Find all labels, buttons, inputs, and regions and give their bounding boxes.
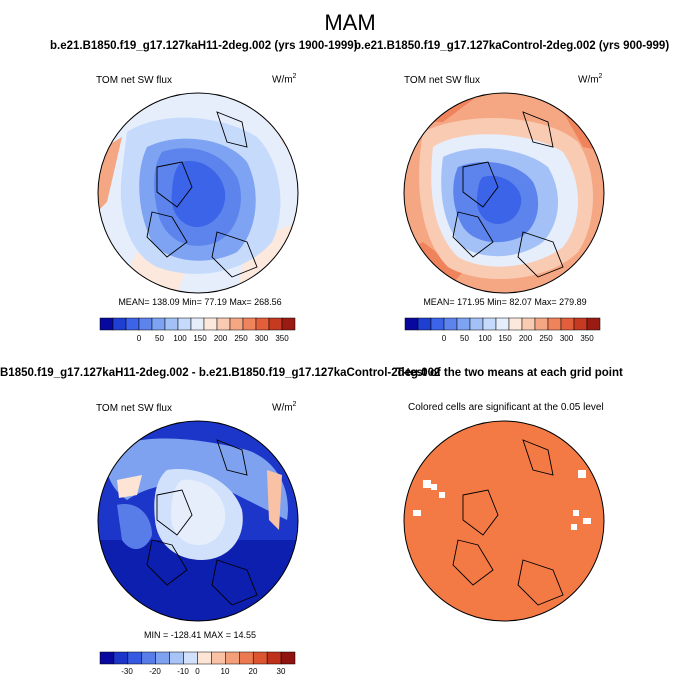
panel-1-title: b.e21.B1850.f19_g17.127kaH11-2deg.002 (y…: [50, 40, 358, 52]
panel-4-significance-map: [403, 420, 605, 622]
panel-2-title: b.e21.B1850.f19_g17.127kaControl-2deg.00…: [354, 40, 670, 52]
colorbar-cell: [225, 651, 240, 665]
colorbar-cell: [547, 317, 562, 331]
colorbar-cell: [229, 317, 244, 331]
colorbar-cell: [99, 651, 115, 665]
panel-3-title: B1850.f19_g17.127kaH11-2deg.002 - b.e21.…: [0, 367, 440, 379]
colorbar-cell: [495, 317, 510, 331]
panel-2-polar-map: [403, 92, 605, 294]
panel-4-title: T-test of the two means at each grid poi…: [396, 367, 623, 379]
panel-1-units: W/m2: [272, 73, 297, 86]
panel-3-tick: -20: [149, 667, 161, 676]
colorbar-cell: [216, 317, 231, 331]
colorbar-cell: [534, 317, 549, 331]
panel-2-tick: 350: [580, 334, 594, 343]
colorbar-cell: [456, 317, 471, 331]
panel-1-tick: 250: [234, 334, 248, 343]
colorbar-cell: [141, 651, 156, 665]
colorbar-cell: [469, 317, 484, 331]
panel-3-tick: 20: [248, 667, 258, 676]
panel-2-tick: 50: [460, 334, 469, 343]
panel-3-tick: 0: [195, 667, 200, 676]
panel-3-tick: 10: [220, 667, 230, 676]
colorbar-cell: [151, 317, 166, 331]
colorbar-cell: [404, 317, 419, 331]
panel-1-tick: 50: [155, 334, 164, 343]
figure-title: MAM: [324, 10, 376, 35]
colorbar-cell: [99, 317, 114, 331]
panel-3-colorbar: [99, 651, 296, 665]
colorbar-cell: [508, 317, 523, 331]
colorbar-cell: [430, 317, 445, 331]
panel-1-tick: 350: [275, 334, 289, 343]
colorbar-cell: [242, 317, 257, 331]
colorbar-cell: [197, 651, 212, 665]
panel-3-stats: MIN = -128.41 MAX = 14.55: [143, 630, 257, 640]
colorbar-cell: [239, 651, 254, 665]
colorbar-cell: [252, 651, 268, 665]
panel-2-tick: 200: [518, 334, 533, 343]
colorbar-cell: [281, 317, 296, 331]
colorbar-cell: [125, 317, 140, 331]
panel-3-tick: -10: [177, 667, 189, 676]
colorbar-cell: [112, 317, 127, 331]
panel-2-tick: 300: [559, 334, 574, 343]
colorbar-cell: [183, 651, 198, 665]
panel-2-colorbar: [404, 317, 601, 331]
panel-2-stats: MEAN= 171.95 Min= 82.07 Max= 279.89: [423, 297, 587, 307]
colorbar-cell: [138, 317, 153, 331]
panel-1-tick: 300: [254, 334, 269, 343]
panel-3-units: W/m2: [272, 401, 297, 414]
colorbar-cell: [560, 317, 575, 331]
colorbar-cell: [190, 317, 205, 331]
panel-1-polar-map: [97, 92, 299, 294]
panel-1-tick: 0: [136, 334, 142, 343]
panel-2-tick: 150: [498, 334, 512, 343]
colorbar-cell: [573, 317, 588, 331]
panel-1-variable-label: TOM net SW flux: [96, 75, 172, 86]
panel-4-subtitle: Colored cells are significant at the 0.0…: [408, 402, 604, 413]
colorbar-cell: [255, 317, 270, 331]
colorbar-cell: [586, 317, 601, 331]
panel-1-stats: MEAN= 138.09 Min= 77.19 Max= 268.56: [118, 297, 282, 307]
panel-3-tick: 30: [276, 667, 286, 676]
panel-3-polar-map: [97, 420, 299, 622]
panel-3-tick: -30: [121, 667, 133, 676]
colorbar-cell: [155, 651, 170, 665]
panel-2-tick: 100: [478, 334, 492, 343]
panel-2-tick: 0: [441, 334, 447, 343]
panel-1-tick: 200: [213, 334, 228, 343]
panel-1-tick: 150: [193, 334, 207, 343]
panel-2-tick: 250: [539, 334, 553, 343]
colorbar-cell: [127, 651, 143, 665]
panel-2-colorbar-ticks: 0 50 100 150 200 250 300 350: [405, 334, 600, 346]
panel-1-colorbar: [99, 317, 296, 331]
colorbar-cell: [443, 317, 458, 331]
panel-1-tick: 100: [173, 334, 187, 343]
colorbar-cell: [266, 651, 282, 665]
colorbar-cell: [211, 651, 226, 665]
panel-3-colorbar-ticks: -30 -20 -10 0 10 20 30: [100, 667, 295, 679]
panel-1-colorbar-ticks: 0 50 100 150 200 250 300 350: [100, 334, 295, 346]
colorbar-cell: [169, 651, 184, 665]
colorbar-cell: [417, 317, 432, 331]
panel-2-units: W/m2: [578, 73, 603, 86]
colorbar-cell: [268, 317, 283, 331]
colorbar-cell: [177, 317, 192, 331]
colorbar-cell: [164, 317, 179, 331]
panel-2-variable-label: TOM net SW flux: [404, 75, 480, 86]
colorbar-cell: [482, 317, 497, 331]
colorbar-cell: [280, 651, 296, 665]
colorbar-cell: [203, 317, 218, 331]
panel-3-variable-label: TOM net SW flux: [96, 403, 172, 414]
colorbar-cell: [113, 651, 129, 665]
colorbar-cell: [521, 317, 536, 331]
